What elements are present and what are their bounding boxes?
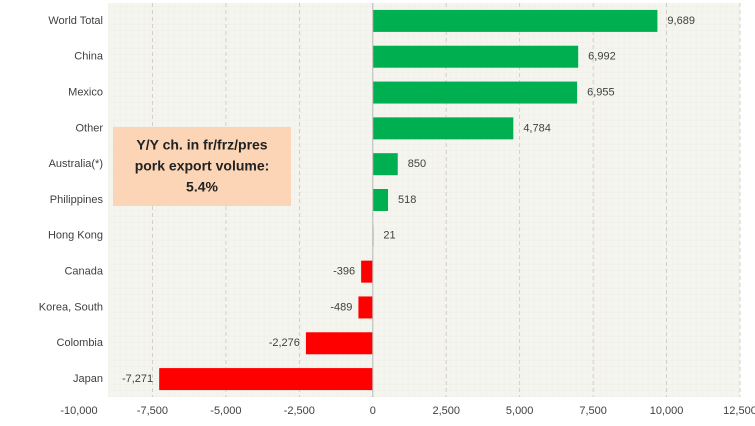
x-tick-label: 7,500	[579, 405, 607, 417]
y-tick-label: Canada	[64, 266, 103, 278]
bar	[372, 45, 579, 68]
bar	[305, 332, 373, 355]
data-label: 850	[408, 158, 426, 170]
y-tick-label: Colombia	[57, 337, 104, 349]
data-label: 518	[398, 194, 416, 206]
annotation-box	[113, 127, 291, 206]
bar	[372, 81, 578, 104]
x-tick-label: -7,500	[137, 405, 168, 417]
data-label: -489	[330, 301, 352, 313]
data-label: -396	[333, 266, 355, 278]
data-label: 21	[383, 230, 395, 242]
x-tick-label: 10,000	[650, 405, 684, 417]
bar	[372, 117, 514, 140]
data-label: -2,276	[269, 337, 300, 349]
y-tick-label: Mexico	[68, 86, 103, 98]
y-tick-label: Japan	[73, 373, 103, 385]
bar	[372, 153, 398, 176]
x-tick-label: -10,000	[60, 405, 97, 417]
data-label: 6,992	[588, 51, 616, 63]
x-tick-label: 12,500	[723, 405, 755, 417]
x-tick-label: 5,000	[506, 405, 534, 417]
y-tick-label: Australia(*)	[49, 158, 103, 170]
annotation-text: pork export volume:	[135, 158, 270, 174]
bar	[372, 9, 658, 32]
data-label: -7,271	[122, 373, 153, 385]
annotation-text: Y/Y ch. in fr/frz/pres	[136, 137, 267, 153]
data-label: 9,689	[667, 15, 695, 27]
x-tick-label: 2,500	[432, 405, 460, 417]
y-tick-label: Korea, South	[39, 301, 103, 313]
bar	[159, 368, 373, 391]
bar	[358, 296, 373, 319]
y-tick-label: World Total	[48, 15, 103, 27]
bar	[372, 189, 388, 211]
data-label: 4,784	[523, 122, 551, 134]
x-tick-label: -5,000	[210, 405, 241, 417]
x-tick-label: 0	[370, 405, 376, 417]
y-tick-label: Philippines	[50, 194, 104, 206]
y-tick-label: Other	[75, 122, 103, 134]
bar	[361, 260, 373, 283]
data-label: 6,955	[587, 86, 615, 98]
y-tick-label: China	[74, 51, 104, 63]
x-tick-label: -2,500	[284, 405, 315, 417]
y-tick-label: Hong Kong	[48, 230, 103, 242]
annotation-text: 5.4%	[186, 179, 218, 195]
